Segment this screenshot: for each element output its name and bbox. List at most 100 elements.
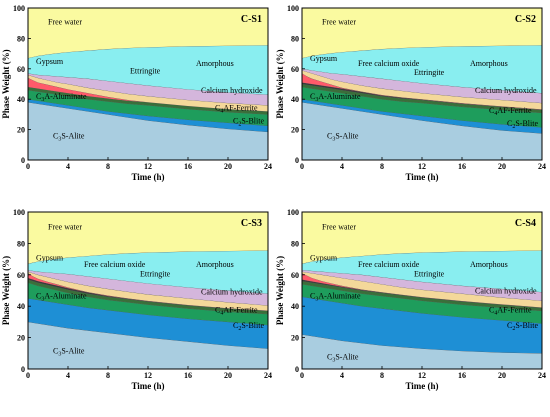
area-c3s-alite	[28, 102, 268, 160]
area-c2s-blite	[28, 298, 268, 349]
x-tick-label: 16	[458, 371, 466, 380]
label-free-calcium-oxide: Free calcium oxide	[84, 260, 146, 269]
y-tick-label: 80	[17, 34, 25, 43]
x-tick-label: 8	[380, 371, 384, 380]
label-free-water: Free water	[322, 18, 356, 27]
label-calcium-hydroxide: Calcium hydroxide	[475, 86, 537, 95]
area-ettringite	[302, 271, 542, 308]
label-gypsum: Gypsum	[36, 254, 64, 263]
area-free-water	[302, 8, 542, 59]
area-c2s-blite	[302, 296, 542, 354]
x-tick-label: 4	[340, 371, 344, 380]
label-gypsum: Gypsum	[310, 54, 338, 63]
label-amorphous: Amorphous	[470, 59, 508, 68]
label-gypsum: Gypsum	[310, 254, 338, 263]
area-c4af-ferrite	[28, 282, 268, 326]
area-c2s-blite	[302, 99, 542, 134]
label-ettringite: Ettringite	[414, 68, 445, 77]
label-c2s-blite: C2S-Blite	[233, 321, 264, 332]
label-c3a-aluminate: C3A-Aluminate	[310, 291, 361, 302]
y-tick-label: 60	[17, 271, 25, 280]
y-tick-label: 60	[17, 65, 25, 74]
label-c4af-ferrite: C4AF-Ferrite	[489, 106, 532, 117]
x-tick-label: 24	[264, 371, 272, 380]
label-free-calcium-oxide: Free calcium oxide	[358, 59, 420, 68]
area-calcium-hydroxide	[302, 270, 542, 301]
label-free-water: Free water	[322, 222, 356, 231]
y-tick-label: 20	[291, 126, 299, 135]
label-ettringite: Ettringite	[140, 269, 171, 278]
y-axis-title: Phase Weight (%)	[1, 256, 11, 325]
label-c3s-alite: C3S-Alite	[327, 132, 359, 143]
y-tick-label: 40	[291, 95, 299, 104]
area-amorphous	[302, 45, 542, 94]
x-tick-label: 8	[106, 371, 110, 380]
label-free-calcium-oxide: Free calcium oxide	[358, 260, 420, 269]
panel-title: C-S2	[515, 14, 536, 25]
y-axis-title: Phase Weight (%)	[275, 256, 285, 325]
y-tick-label: 60	[291, 65, 299, 74]
area-calcium-hydroxide	[28, 73, 268, 106]
x-tick-label: 8	[106, 162, 110, 171]
y-axis-title: Phase Weight (%)	[1, 49, 11, 118]
y-tick-label: 0	[21, 156, 25, 165]
label-amorphous: Amorphous	[196, 59, 234, 68]
y-tick-label: 100	[287, 4, 299, 13]
area-calcium-hydroxide	[302, 68, 542, 103]
x-axis-title: Time (h)	[131, 381, 164, 391]
x-tick-label: 4	[66, 371, 70, 380]
area-c3s-alite	[302, 334, 542, 369]
area-ettringite	[28, 74, 268, 112]
area-free-water	[28, 8, 268, 59]
area-c4af-ferrite	[28, 90, 268, 126]
area-free-water	[28, 212, 268, 264]
area-c3a-aluminate	[302, 84, 542, 113]
area-amorphous	[28, 45, 268, 95]
x-axis-title: Time (h)	[405, 172, 438, 182]
panel-title: C-S1	[241, 14, 262, 25]
y-tick-label: 100	[287, 208, 299, 217]
x-tick-label: 24	[538, 371, 546, 380]
y-tick-label: 0	[21, 365, 25, 374]
x-axis-title: Time (h)	[131, 172, 164, 182]
y-tick-label: 20	[291, 334, 299, 343]
chart-panel-c-s2: 0 4 8 12 16 20 24 0 20 40 60 80 100 Time (h) Phase Wei…	[275, 4, 546, 182]
y-tick-label: 80	[17, 239, 25, 248]
area-c3s-alite	[302, 102, 542, 160]
x-tick-label: 0	[26, 162, 30, 171]
x-tick-label: 20	[224, 162, 232, 171]
x-tick-label: 12	[144, 162, 152, 171]
x-tick-label: 12	[418, 162, 426, 171]
label-ettringite: Ettringite	[130, 66, 161, 75]
x-tick-label: 12	[418, 371, 426, 380]
chart-panel-c-s4: 0 4 8 12 16 20 24 0 20 40 60 80 100 Time (h) Phase Wei…	[275, 208, 546, 391]
label-calcium-hydroxide: Calcium hydroxide	[475, 287, 537, 296]
chart-panel-c-s1: 0 4 8 12 16 20 24 0 20 40 60 80 100 Time (h) Phase Wei…	[1, 4, 272, 182]
y-tick-label: 40	[17, 95, 25, 104]
x-tick-label: 4	[340, 162, 344, 171]
label-free-water: Free water	[48, 222, 82, 231]
area-c3a-aluminate	[302, 281, 542, 311]
x-tick-label: 0	[26, 371, 30, 380]
x-axis-title: Time (h)	[405, 381, 438, 391]
label-c3a-aluminate: C3A-Aluminate	[310, 92, 361, 103]
area-amorphous	[28, 250, 268, 294]
x-tick-label: 16	[458, 162, 466, 171]
y-tick-label: 40	[17, 302, 25, 311]
panel-title: C-S3	[241, 218, 262, 229]
x-tick-label: 20	[498, 162, 506, 171]
label-c4af-ferrite: C4AF-Ferrite	[215, 104, 258, 115]
x-tick-label: 12	[144, 371, 152, 380]
area-c3s-alite	[28, 321, 268, 369]
label-c4af-ferrite: C4AF-Ferrite	[489, 305, 532, 316]
x-tick-label: 8	[380, 162, 384, 171]
y-tick-label: 0	[295, 156, 299, 165]
label-c2s-blite: C2S-Blite	[507, 119, 538, 130]
y-tick-label: 0	[295, 365, 299, 374]
y-tick-label: 40	[291, 302, 299, 311]
area-c4af-ferrite	[302, 284, 542, 324]
label-c3s-alite: C3S-Alite	[53, 132, 85, 143]
y-tick-label: 20	[17, 334, 25, 343]
label-amorphous: Amorphous	[196, 260, 234, 269]
